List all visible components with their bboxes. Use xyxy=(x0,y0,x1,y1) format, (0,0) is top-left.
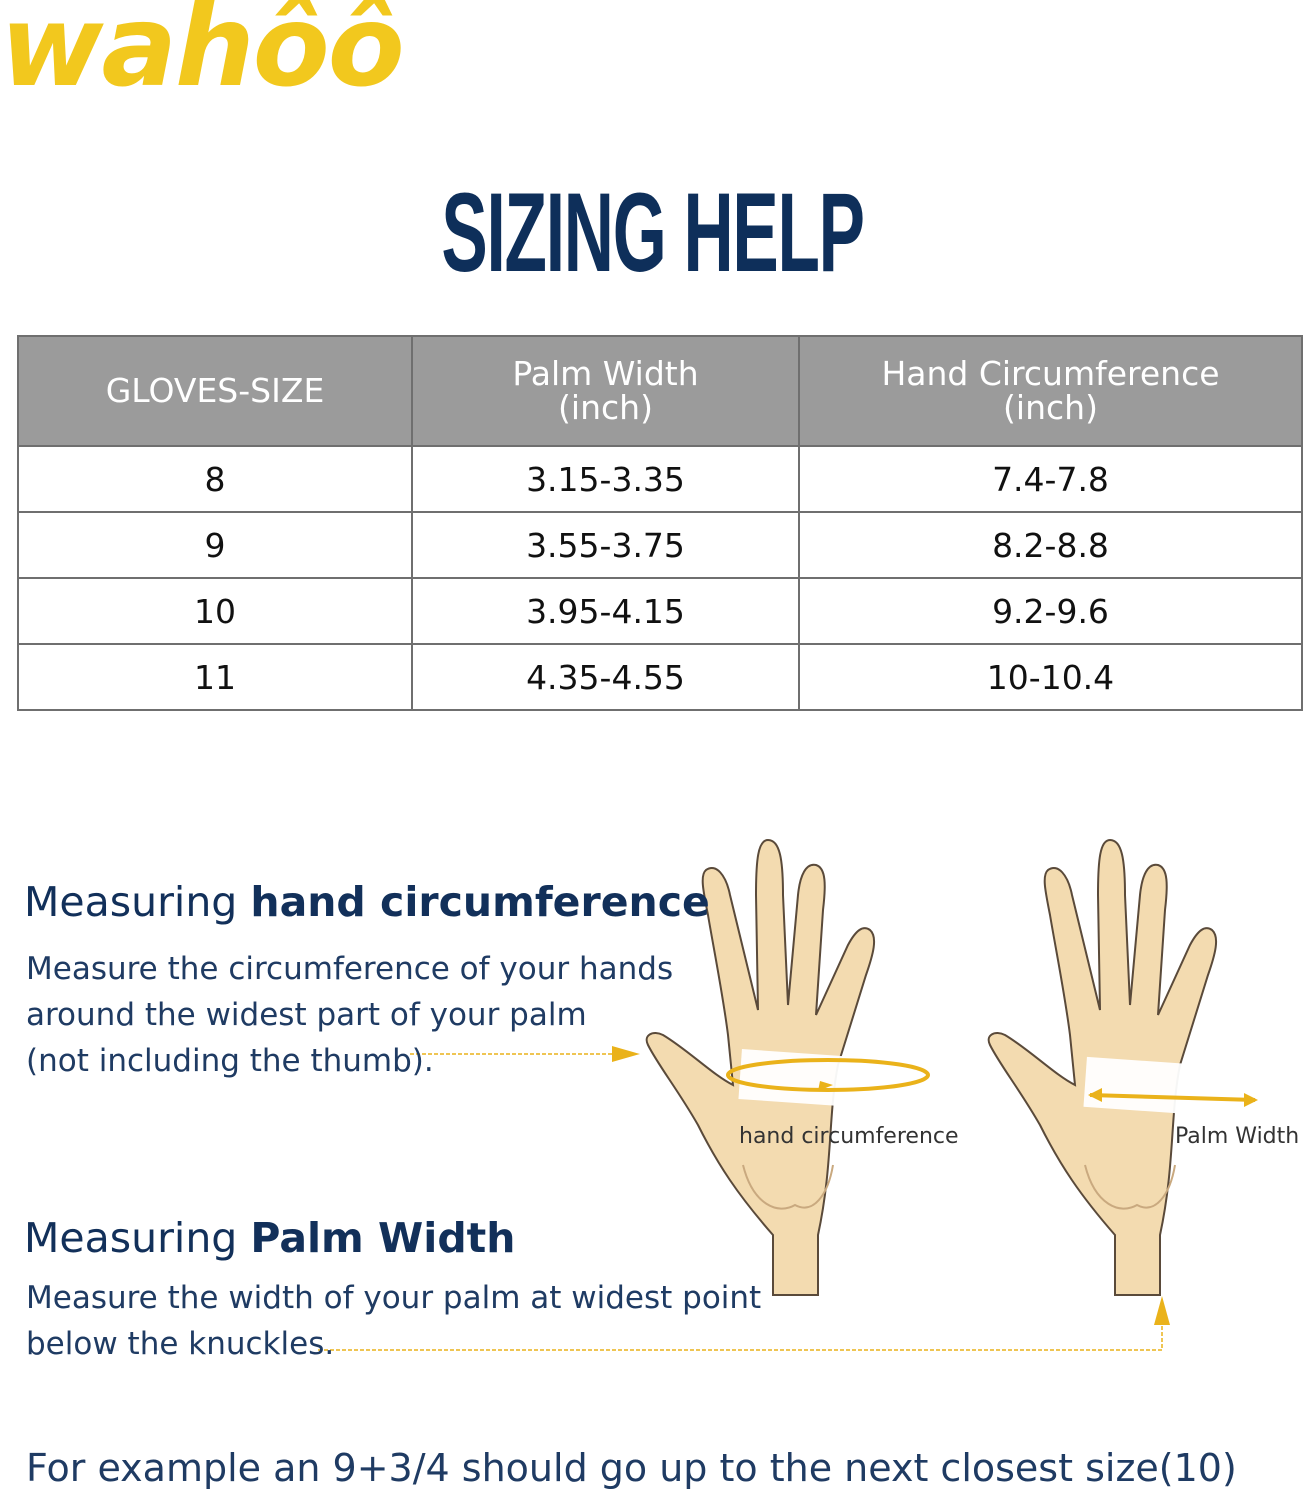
cell-size: 11 xyxy=(17,643,413,711)
header-palm-width: Palm Width (inch) xyxy=(411,335,800,447)
cell-palm-width: 3.55-3.75 xyxy=(411,511,800,579)
footnote: For example an 9+3/4 should go up to the… xyxy=(26,1446,1237,1490)
table-row: 9 3.55-3.75 8.2-8.8 xyxy=(17,511,1303,579)
hand-circumference-diagram xyxy=(645,839,930,1296)
palm-width-diagram xyxy=(987,839,1265,1296)
cell-palm-width: 3.15-3.35 xyxy=(411,445,800,513)
palm-width-label: Palm Width xyxy=(1175,1124,1300,1149)
cell-palm-width: 3.95-4.15 xyxy=(411,577,800,645)
cell-size: 9 xyxy=(17,511,413,579)
header-gloves-size: GLOVES-SIZE xyxy=(17,335,413,447)
cell-size: 10 xyxy=(17,577,413,645)
table-row: 10 3.95-4.15 9.2-9.6 xyxy=(17,577,1303,645)
width-arrow-icon xyxy=(1089,1093,1256,1102)
page-title: SIZING HELP xyxy=(441,170,866,295)
size-table: GLOVES-SIZE Palm Width (inch) Hand Circum… xyxy=(17,335,1303,711)
header-hand-circumference: Hand Circumference (inch) xyxy=(798,335,1303,447)
cell-circumference: 7.4-7.8 xyxy=(798,445,1303,513)
cell-size: 8 xyxy=(17,445,413,513)
cell-palm-width: 4.35-4.55 xyxy=(411,643,800,711)
table-row: 8 3.15-3.35 7.4-7.8 xyxy=(17,445,1303,513)
cell-circumference: 8.2-8.8 xyxy=(798,511,1303,579)
hand-circumference-label: hand circumference xyxy=(739,1124,959,1149)
table-row: 11 4.35-4.55 10-10.4 xyxy=(17,643,1303,711)
palm-heading: Measuring Palm Width xyxy=(24,1214,516,1262)
palm-instructions: Measure the width of your palm at widest… xyxy=(26,1280,762,1362)
circumference-heading: Measuring hand circumference xyxy=(24,878,710,926)
cell-circumference: 10-10.4 xyxy=(798,643,1303,711)
circumference-loop-icon xyxy=(726,1058,930,1092)
wahoo-logo: wahôô xyxy=(0,0,405,112)
circumference-instructions: Measure the circumference of your hands a… xyxy=(26,951,674,1079)
cell-circumference: 9.2-9.6 xyxy=(798,577,1303,645)
table-header-row: GLOVES-SIZE Palm Width (inch) Hand Circum… xyxy=(17,335,1303,447)
arrow-up-icon xyxy=(1154,1296,1170,1325)
arrow-right-icon xyxy=(612,1046,640,1062)
